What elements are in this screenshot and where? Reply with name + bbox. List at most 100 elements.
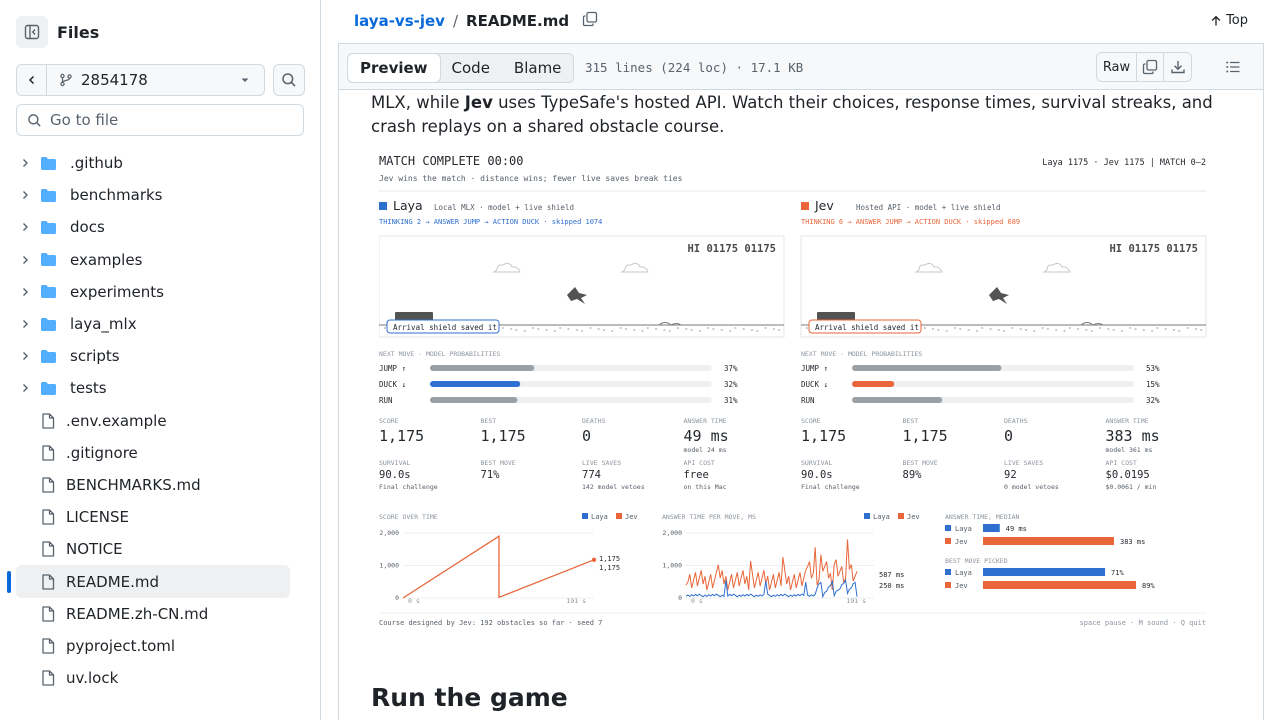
tree-item-label: benchmarks	[70, 186, 163, 205]
stat-sub: Final challenge	[801, 483, 860, 491]
branch-row: 2854178	[16, 64, 305, 96]
match-scoreline: Laya 1175 · Jev 1175 | MATCH 0–2	[1042, 158, 1206, 168]
ground-bump	[658, 322, 682, 326]
prob-label: RUN	[801, 396, 815, 405]
y-tick: 2,000	[379, 529, 399, 537]
file-icon	[39, 541, 57, 557]
stat-label: BEST	[481, 417, 497, 425]
tree-item-label: LICENSE	[66, 508, 129, 527]
tree-item[interactable]: uv.lock	[16, 662, 290, 694]
stat-sub: 142 model vetoes	[582, 483, 645, 491]
sidebar-collapse-icon	[24, 24, 40, 40]
file-icon	[39, 477, 57, 493]
tree-item[interactable]: LICENSE	[16, 501, 290, 533]
search-button[interactable]	[273, 64, 305, 96]
copy-icon	[582, 11, 598, 27]
shield-badge-text: Arrival shield saved it	[815, 323, 919, 332]
download-button[interactable]	[1164, 53, 1191, 81]
para-text: uses TypeSafe's hosted API. Watch their …	[371, 93, 1213, 136]
prob-label: DUCK ↓	[801, 380, 828, 389]
tree-item[interactable]: README.md	[7, 565, 290, 598]
go-to-file-field[interactable]	[16, 104, 304, 136]
stat-value: 71%	[481, 469, 501, 481]
view-switcher: Preview Code Blame	[347, 53, 575, 83]
prob-track	[852, 381, 1134, 387]
stat-value: 1,175	[903, 427, 948, 445]
raw-button[interactable]: Raw	[1097, 53, 1137, 81]
end-label: 250 ms	[879, 582, 904, 590]
y-tick: 2,000	[662, 529, 682, 537]
y-tick: 0	[678, 594, 682, 602]
tab-blame[interactable]: Blame	[513, 59, 562, 77]
top-button[interactable]: Top	[1210, 13, 1248, 28]
ground-bump	[1080, 322, 1104, 326]
stat-value: 1,175	[481, 427, 526, 445]
x-tick: 191 s	[566, 597, 586, 605]
copy-path-button[interactable]	[582, 11, 598, 31]
stat-label: SCORE	[801, 417, 821, 425]
game-dashboard: MATCH COMPLETE 00:00 Jev wins the match ·…	[378, 154, 1207, 627]
stat-value: 89%	[903, 469, 923, 481]
x-tick: 191 s	[846, 597, 866, 605]
folder-icon	[39, 156, 57, 171]
go-to-file-input[interactable]	[50, 111, 280, 129]
player-trace: THINKING 2 → ANSWER JUMP → ACTION DUCK ·…	[379, 218, 602, 226]
tree-item[interactable]: README.zh-CN.md	[16, 598, 290, 630]
branch-dropdown[interactable]: 2854178	[47, 71, 264, 89]
file-tree: .github benchmarks docs examples experiments…	[7, 147, 290, 694]
breadcrumb: laya-vs-jev / README.md	[354, 11, 598, 31]
breadcrumb-file: README.md	[466, 12, 570, 30]
match-subtitle: Jev wins the match · distance wins; fewe…	[379, 174, 683, 183]
search-icon	[28, 113, 41, 127]
chevron-right-icon	[17, 222, 33, 232]
stat-label: LIVE SAVES	[582, 459, 621, 467]
player-swatch	[801, 202, 809, 210]
stat-label: SURVIVAL	[379, 459, 410, 467]
tree-item[interactable]: pyproject.toml	[16, 630, 290, 662]
legend-item: Laya	[873, 513, 890, 521]
tab-preview[interactable]: Preview	[347, 53, 441, 83]
y-tick: 1,000	[379, 562, 399, 570]
tree-item[interactable]: laya_mlx	[16, 308, 290, 340]
list-unordered-icon	[1226, 61, 1240, 73]
outline-button[interactable]	[1225, 59, 1241, 79]
legend-swatch	[864, 513, 870, 519]
tree-item-label: experiments	[70, 282, 164, 301]
sidebar-header: Files	[16, 16, 99, 48]
tree-item[interactable]: BENCHMARKS.md	[16, 469, 290, 501]
tree-item[interactable]: .github	[16, 147, 290, 179]
breadcrumb-repo-link[interactable]: laya-vs-jev	[354, 12, 445, 30]
git-branch-icon	[60, 73, 72, 87]
stat-label: DEATHS	[582, 417, 606, 425]
collapse-sidebar-button[interactable]	[16, 16, 48, 48]
game-screenshot: MATCH COMPLETE 00:00 Jev wins the match ·…	[378, 147, 1219, 647]
answer-line-laya	[685, 578, 858, 599]
player-desc: Local MLX · model + live shield	[434, 203, 574, 212]
tab-code[interactable]: Code	[451, 59, 490, 77]
tree-item[interactable]: scripts	[16, 340, 290, 372]
legend-swatch	[945, 582, 951, 588]
tree-item[interactable]: .env.example	[16, 405, 290, 437]
back-button[interactable]	[17, 65, 47, 95]
prob-pct: 32%	[724, 380, 738, 389]
section-heading: Run the game	[371, 683, 568, 712]
stat-value: 90.0s	[801, 469, 833, 481]
chart-title: BEST MOVE PICKED	[945, 557, 1008, 565]
chevron-right-icon	[17, 351, 33, 361]
legend-item: Laya	[591, 513, 608, 521]
sidebar-title: Files	[57, 22, 100, 42]
tree-item[interactable]: benchmarks	[16, 179, 290, 211]
tree-item[interactable]: examples	[16, 244, 290, 276]
stat-value: 383 ms	[1106, 427, 1160, 445]
tree-item[interactable]: NOTICE	[16, 533, 290, 565]
tree-item-label: BENCHMARKS.md	[66, 475, 201, 494]
tree-item[interactable]: .gitignore	[16, 437, 290, 469]
player-name: Jev	[814, 198, 834, 213]
tree-item[interactable]: experiments	[16, 276, 290, 308]
copy-raw-button[interactable]	[1137, 53, 1164, 81]
answer-line-jev	[685, 539, 858, 590]
tree-item[interactable]: docs	[16, 211, 290, 243]
tree-item[interactable]: tests	[16, 372, 290, 404]
prob-pct: 15%	[1146, 380, 1160, 389]
file-icon	[39, 412, 57, 429]
